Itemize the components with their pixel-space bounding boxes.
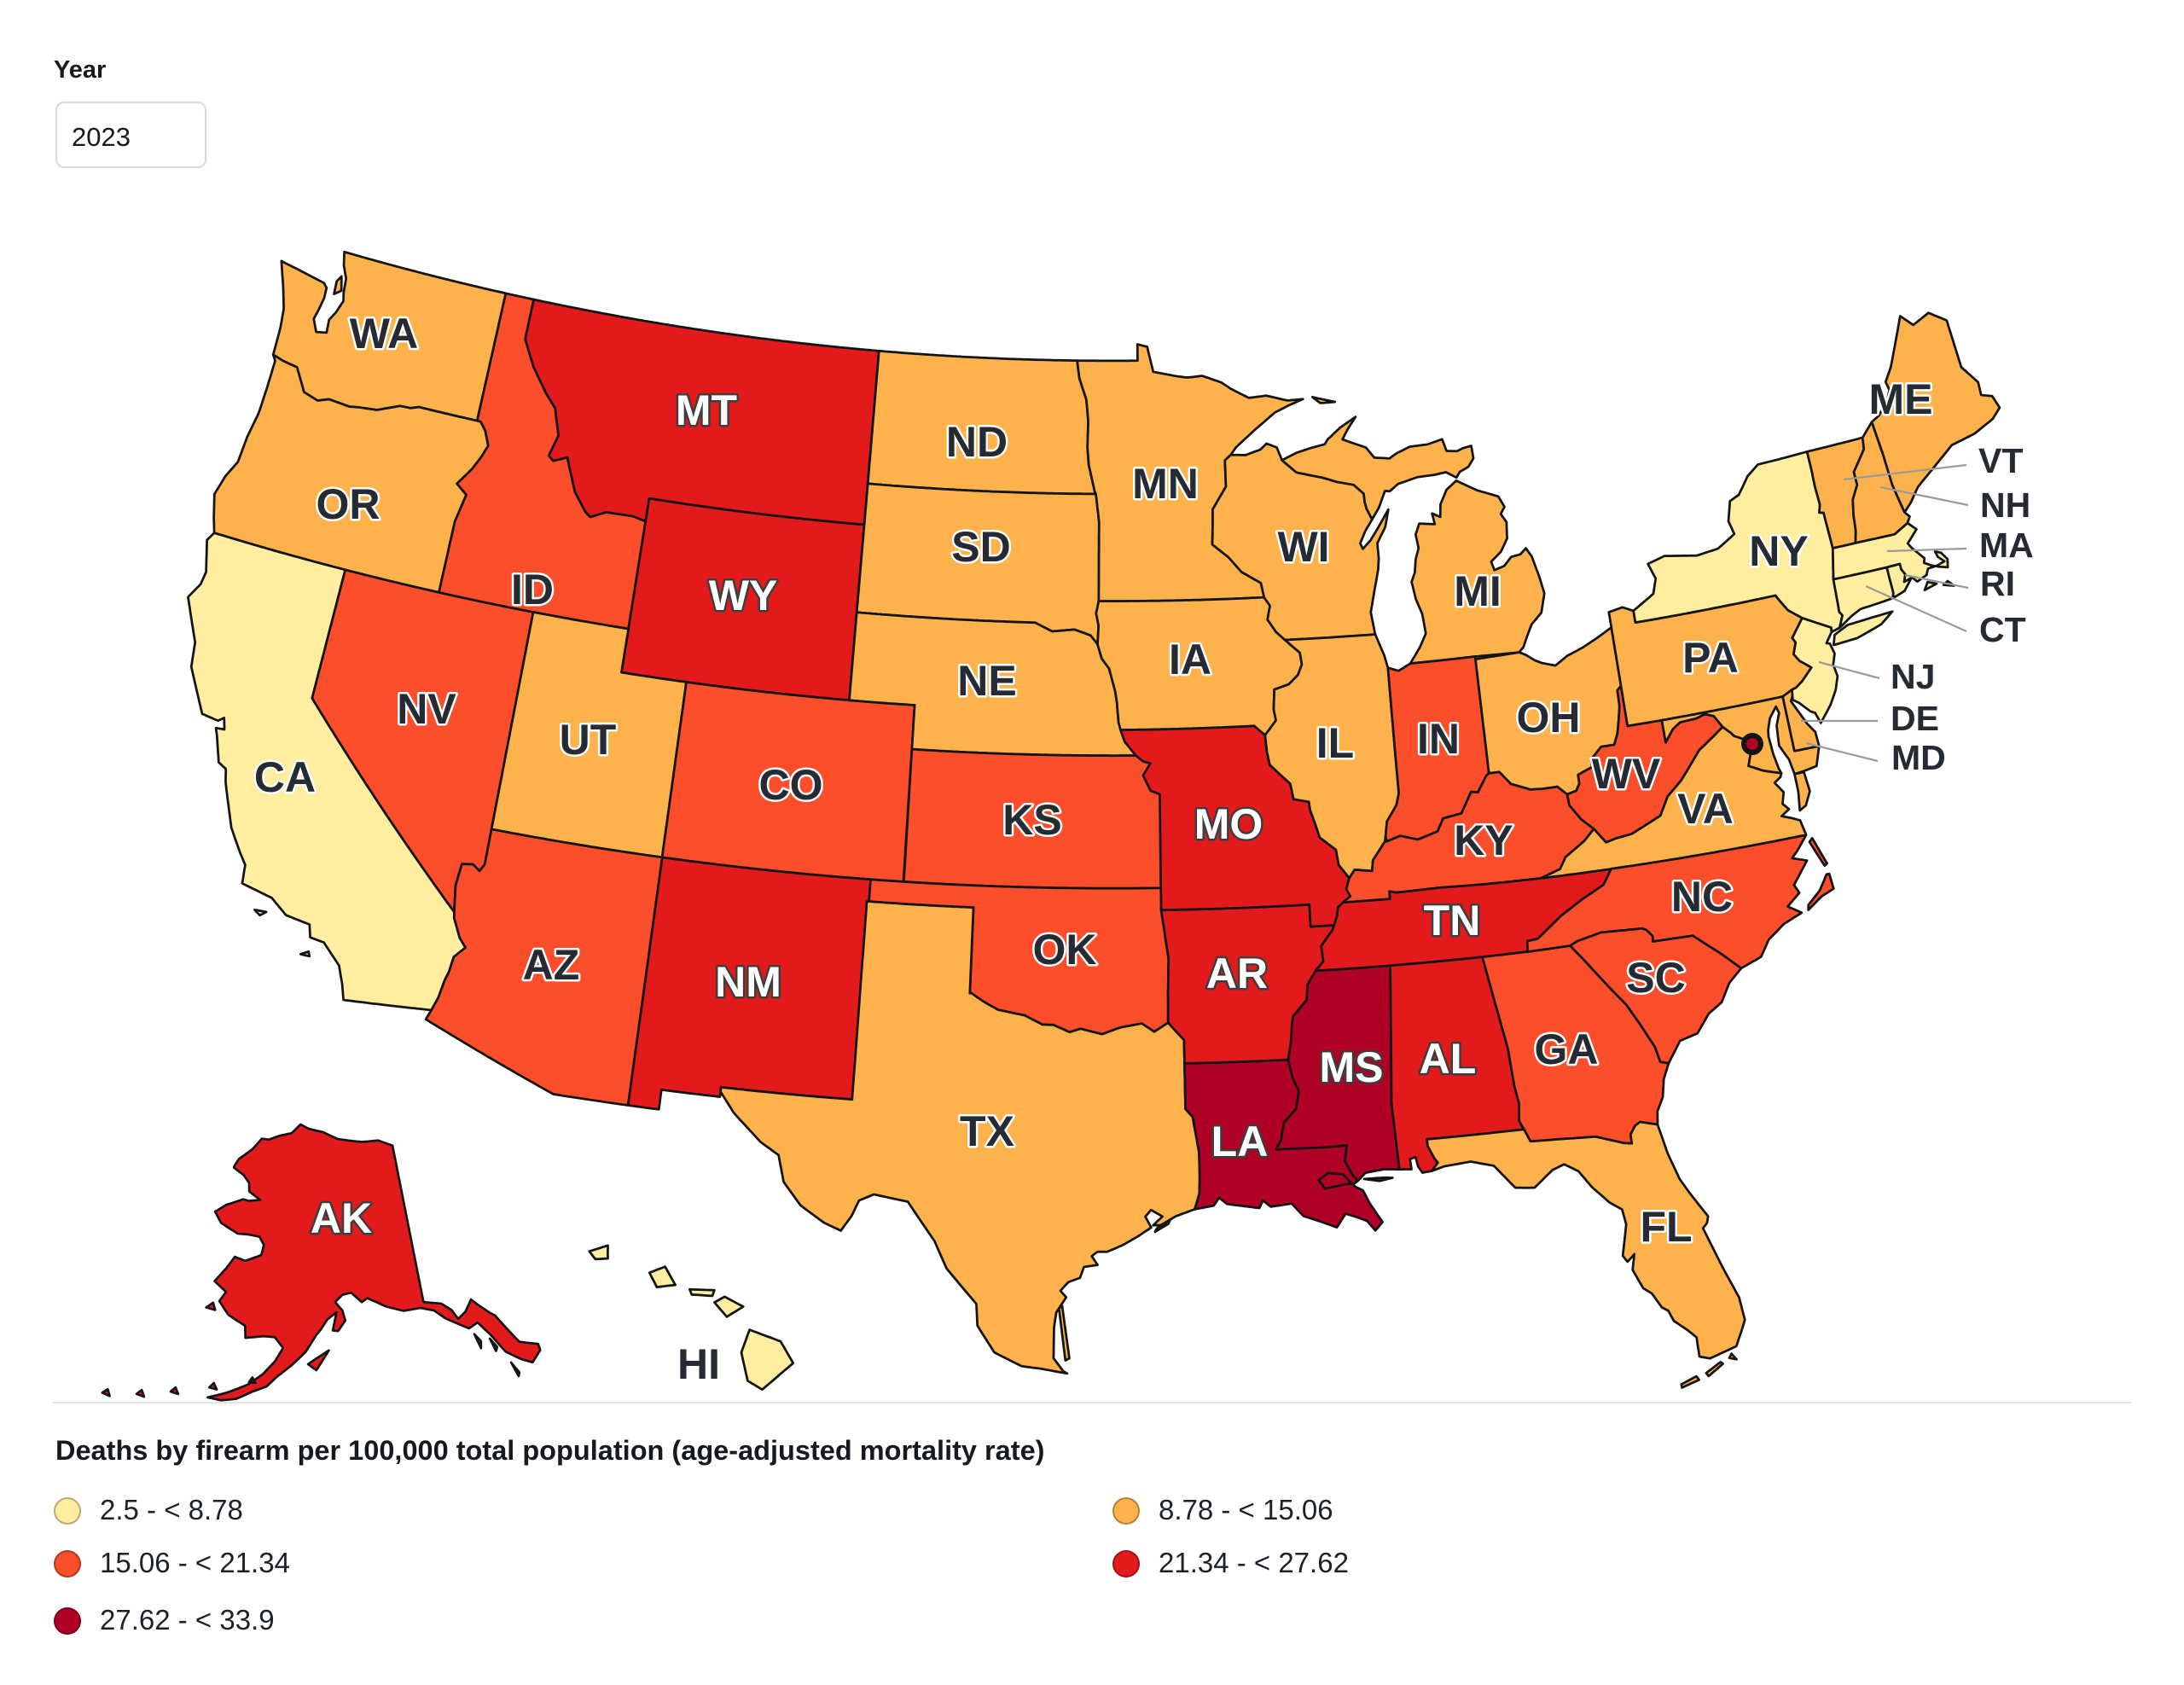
svg-text:NJ: NJ — [1891, 657, 1935, 696]
svg-text:MI: MI — [1454, 567, 1502, 615]
svg-text:MS: MS — [1320, 1043, 1384, 1091]
svg-text:SD: SD — [951, 523, 1010, 571]
svg-text:CT: CT — [1979, 610, 2026, 649]
svg-text:NM: NM — [715, 958, 781, 1006]
svg-text:AL: AL — [1420, 1035, 1477, 1083]
svg-text:OK: OK — [1033, 926, 1097, 973]
svg-text:MA: MA — [1979, 526, 2034, 565]
svg-text:TX: TX — [960, 1107, 1014, 1155]
svg-text:VA: VA — [1677, 785, 1734, 833]
svg-text:CO: CO — [759, 761, 823, 809]
svg-text:NH: NH — [1980, 485, 2030, 525]
svg-text:VT: VT — [1978, 441, 2023, 480]
svg-text:MO: MO — [1194, 800, 1263, 848]
svg-text:WY: WY — [709, 572, 778, 619]
svg-text:WI: WI — [1277, 523, 1329, 571]
svg-text:NY: NY — [1749, 527, 1808, 575]
svg-text:OR: OR — [317, 480, 380, 528]
svg-text:IN: IN — [1417, 715, 1460, 763]
svg-text:RI: RI — [1980, 564, 2015, 603]
svg-text:IA: IA — [1169, 636, 1211, 683]
svg-text:AR: AR — [1206, 950, 1268, 997]
svg-text:OH: OH — [1517, 694, 1581, 741]
svg-text:ME: ME — [1869, 375, 1933, 423]
svg-text:ND: ND — [946, 418, 1008, 466]
svg-text:HI: HI — [677, 1340, 720, 1388]
svg-text:PA: PA — [1682, 634, 1739, 682]
svg-text:MN: MN — [1132, 460, 1199, 508]
svg-text:MD: MD — [1891, 738, 1946, 777]
svg-text:FL: FL — [1640, 1203, 1692, 1251]
svg-text:IL: IL — [1316, 719, 1354, 767]
svg-text:NC: NC — [1671, 873, 1733, 921]
svg-text:AK: AK — [311, 1194, 372, 1242]
svg-text:CA: CA — [254, 753, 316, 801]
svg-text:UT: UT — [560, 716, 617, 764]
svg-text:NE: NE — [957, 657, 1016, 705]
svg-text:KS: KS — [1002, 796, 1061, 844]
svg-text:WA: WA — [350, 310, 419, 357]
svg-text:SC: SC — [1626, 954, 1685, 1002]
svg-text:DE: DE — [1891, 699, 1939, 738]
svg-text:NV: NV — [397, 685, 456, 733]
svg-text:TN: TN — [1424, 897, 1481, 944]
svg-text:AZ: AZ — [523, 941, 580, 989]
svg-text:KY: KY — [1454, 816, 1513, 864]
svg-text:GA: GA — [1535, 1026, 1599, 1073]
svg-text:MT: MT — [676, 386, 737, 434]
svg-text:LA: LA — [1211, 1118, 1269, 1165]
svg-text:WV: WV — [1592, 750, 1661, 798]
svg-text:ID: ID — [511, 566, 554, 613]
